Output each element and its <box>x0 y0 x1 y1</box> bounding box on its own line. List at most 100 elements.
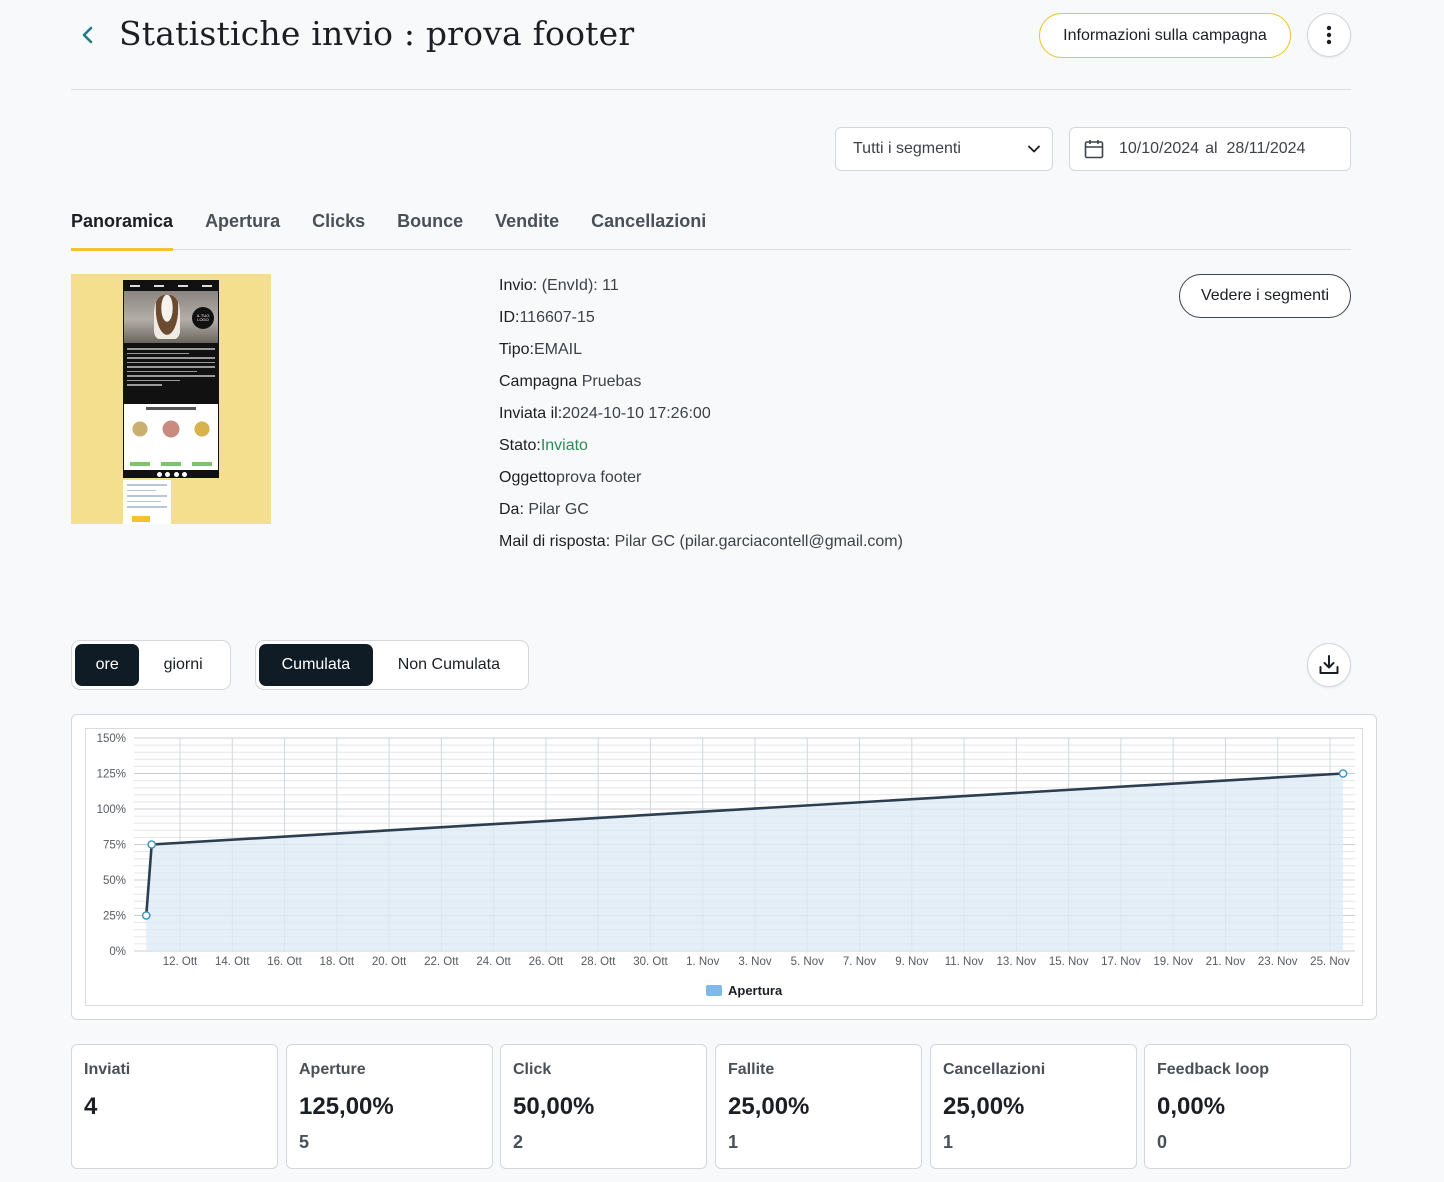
detail-campagna: Campagna Pruebas <box>499 373 642 390</box>
x-tick-label: 25. Nov <box>1310 956 1350 968</box>
toggle-cumulata[interactable]: Cumulata <box>259 644 373 686</box>
stat-label: Fallite <box>728 1061 775 1078</box>
toggle-non-cumulata[interactable]: Non Cumulata <box>397 656 500 673</box>
page-title: Statistiche invio : prova footer <box>119 14 635 53</box>
time-unit-toggle: ore giorni <box>71 640 231 690</box>
chart-container: 0% 25% 50% 75% 100% 125% 150% 12. Ott 14. Ott 16.… <box>85 728 1363 1006</box>
x-tick-label: 23. Nov <box>1258 956 1298 968</box>
detail-oggetto: Oggettoprova footer <box>499 469 642 486</box>
x-tick-label: 19. Nov <box>1153 956 1193 968</box>
detail-stato: Stato:Inviato <box>499 437 588 454</box>
stat-label: Cancellazioni <box>943 1061 1046 1078</box>
x-tick-label: 18. Ott <box>320 956 355 968</box>
email-preview-thumbnail[interactable]: IL TUO LOGO <box>71 274 271 524</box>
x-tick-label: 16. Ott <box>267 956 302 968</box>
y-tick-label: 50% <box>103 875 126 887</box>
stat-label: Inviati <box>84 1061 131 1078</box>
y-tick-label: 25% <box>103 911 126 923</box>
stat-card-click: Click 50,00% 2 <box>500 1044 707 1169</box>
x-tick-label: 9. Nov <box>895 956 928 968</box>
x-tick-label: 15. Nov <box>1049 956 1089 968</box>
y-tick-label: 75% <box>103 840 126 852</box>
chart-legend[interactable]: Apertura <box>706 983 782 998</box>
view-segments-button[interactable]: Vedere i segmenti <box>1179 274 1351 318</box>
chart-card: 0% 25% 50% 75% 100% 125% 150% 12. Ott 14. Ott 16.… <box>71 714 1377 1020</box>
x-tick-label: 13. Nov <box>997 956 1037 968</box>
preview-logo: IL TUO LOGO <box>192 307 214 329</box>
x-tick-label: 22. Ott <box>424 956 459 968</box>
x-tick-label: 17. Nov <box>1101 956 1141 968</box>
download-icon <box>1319 655 1339 674</box>
stat-count: 1 <box>728 1132 739 1152</box>
tab-vendite[interactable]: Vendite <box>495 211 560 231</box>
stat-count: 0 <box>1157 1132 1168 1152</box>
data-point <box>141 911 151 920</box>
chevron-down-icon <box>1028 145 1040 153</box>
stat-card-cancellazioni: Cancellazioni 25,00% 1 <box>930 1044 1137 1169</box>
x-tick-label: 30. Ott <box>633 956 668 968</box>
stat-value: 25,00% <box>943 1093 1025 1120</box>
chevron-left-icon <box>82 26 93 44</box>
header-divider <box>71 89 1351 90</box>
date-separator: al <box>1205 140 1218 157</box>
tab-clicks[interactable]: Clicks <box>312 211 366 231</box>
tab-apertura[interactable]: Apertura <box>205 211 281 231</box>
tab-panoramica[interactable]: Panoramica <box>71 209 174 251</box>
tab-cancellazioni[interactable]: Cancellazioni <box>591 211 707 231</box>
date-range-picker[interactable]: 10/10/2024 al 28/11/2024 <box>1069 127 1351 171</box>
preview-email-body: IL TUO LOGO <box>123 280 219 478</box>
legend-label: Apertura <box>728 983 783 998</box>
x-tick-label: 26. Ott <box>529 956 564 968</box>
data-point <box>1338 769 1348 778</box>
stat-count: 1 <box>943 1132 954 1152</box>
campaign-info-button[interactable]: Informazioni sulla campagna <box>1039 13 1291 58</box>
segment-select[interactable]: Tutti i segmenti <box>835 127 1053 171</box>
x-tick-label: 14. Ott <box>215 956 250 968</box>
stat-value: 4 <box>84 1093 98 1120</box>
apertura-chart: 0% 25% 50% 75% 100% 125% 150% 12. Ott 14. Ott 16.… <box>97 733 1355 968</box>
back-button[interactable] <box>76 22 100 48</box>
x-tick-label: 21. Nov <box>1206 956 1246 968</box>
y-tick-label: 100% <box>97 804 126 816</box>
x-tick-label: 12. Ott <box>163 956 198 968</box>
x-tick-label: 3. Nov <box>738 956 771 968</box>
x-tick-label: 11. Nov <box>945 956 984 968</box>
x-tick-label: 24. Ott <box>476 956 511 968</box>
stat-label: Feedback loop <box>1157 1061 1270 1078</box>
preview-products <box>124 404 218 470</box>
segment-select-value: Tutti i segmenti <box>853 140 961 157</box>
detail-inviata: Inviata il:2024-10-10 17:26:00 <box>499 405 711 422</box>
cumulative-toggle: Cumulata Non Cumulata <box>255 640 529 690</box>
x-tick-label: 7. Nov <box>843 956 876 968</box>
stat-card-inviati: Inviati 4 <box>71 1044 278 1169</box>
y-tick-label: 0% <box>109 946 126 958</box>
x-tick-label: 20. Ott <box>372 956 407 968</box>
more-vertical-icon <box>1326 25 1332 45</box>
stat-count: 5 <box>299 1132 310 1152</box>
tab-bounce[interactable]: Bounce <box>397 211 464 231</box>
toggle-giorni[interactable]: giorni <box>163 656 203 673</box>
stat-value: 125,00% <box>299 1093 394 1120</box>
legend-swatch <box>706 985 722 996</box>
data-point <box>147 840 156 849</box>
detail-id: ID:116607-15 <box>499 309 595 326</box>
stat-value: 50,00% <box>513 1093 595 1120</box>
send-details: Invio: (EnvId): 11 ID:116607-15 Tipo:EMA… <box>499 276 903 564</box>
status-badge: Inviato <box>540 437 588 454</box>
download-button[interactable] <box>1307 643 1351 687</box>
date-from: 10/10/2024 <box>1119 140 1200 157</box>
stat-card-aperture: Aperture 125,00% 5 <box>286 1044 493 1169</box>
detail-invio: Invio: (EnvId): 11 <box>499 277 619 294</box>
calendar-icon <box>1084 140 1104 159</box>
detail-da: Da: Pilar GC <box>499 501 589 518</box>
preview-hero-image: IL TUO LOGO <box>124 291 218 343</box>
more-options-button[interactable] <box>1307 13 1351 57</box>
toggle-ore[interactable]: ore <box>75 644 140 686</box>
detail-mail-risposta: Mail di risposta: Pilar GC (pilar.garcia… <box>499 533 903 550</box>
stat-value: 0,00% <box>1157 1093 1226 1120</box>
y-tick-label: 125% <box>97 769 126 781</box>
date-to: 28/11/2024 <box>1226 140 1306 157</box>
stat-value: 25,00% <box>728 1093 810 1120</box>
y-tick-label: 150% <box>97 733 126 745</box>
